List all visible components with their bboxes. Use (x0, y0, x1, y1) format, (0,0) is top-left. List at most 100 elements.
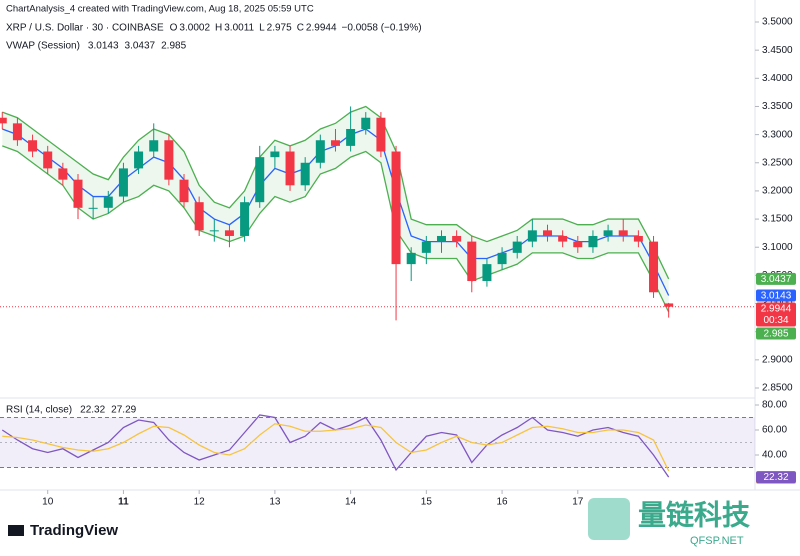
candle-body (12, 123, 22, 141)
candle-body (543, 230, 553, 236)
candle-body (436, 235, 446, 242)
rsi-title: RSI (14, close) (6, 405, 72, 416)
y-tick-label: 3.4500 (762, 45, 793, 56)
price-tag-label: 2.985 (763, 329, 788, 340)
candle-body (618, 230, 628, 236)
y-tick-label: 3.2000 (762, 186, 793, 197)
countdown: 00:34 (763, 315, 788, 326)
candle-body (421, 241, 431, 253)
candle-body (270, 151, 280, 158)
symbol: XRP / U.S. Dollar · 30 · COINBASE (6, 23, 164, 34)
candle-body (573, 241, 583, 248)
candle-body (649, 241, 659, 293)
logo: TradingView (8, 522, 118, 539)
rsi-tag (756, 471, 796, 484)
vwap-title: VWAP (Session) (6, 41, 80, 52)
vwap-band (2, 145, 670, 313)
x-tick-label: 12 (194, 497, 206, 508)
x-tick-label: 11 (118, 497, 129, 508)
x-tick-label: 16 (497, 497, 509, 508)
candle-body (406, 252, 416, 265)
watermark: 量链科技 QFSP.NET (588, 498, 750, 547)
price-tag-label: 3.0437 (761, 274, 792, 285)
candle-body (633, 235, 643, 242)
y-tick-label: 3.4000 (762, 73, 793, 84)
candle-body (497, 252, 507, 265)
change: −0.0058 (−0.19%) (342, 23, 422, 34)
ohlc-value: 3.0011 (224, 23, 254, 34)
ohlc-value: 2.9944 (306, 23, 337, 34)
candle-body (28, 140, 38, 152)
rsi-value: 22.32 (80, 405, 105, 416)
y-tick-label: 3.3500 (762, 101, 793, 112)
watermark-text: 量链科技 (638, 499, 750, 530)
candle-body (588, 235, 598, 248)
x-tick-label: 17 (572, 497, 584, 508)
price-tag (756, 302, 796, 327)
y-tick-label: 3.2500 (762, 157, 793, 168)
candle-body (194, 202, 204, 231)
candle-body (58, 168, 68, 180)
logo-mark (8, 525, 24, 536)
price-tag-label: 2.9944 (761, 304, 792, 315)
logo-text: TradingView (30, 522, 118, 539)
rsi-tick-label: 60.00 (762, 425, 787, 436)
y-tick-label: 2.9000 (762, 354, 793, 365)
candle-body (603, 230, 613, 236)
candle-body (452, 235, 462, 242)
price-tag-label: 3.0143 (761, 291, 792, 302)
x-tick-label: 15 (421, 497, 433, 508)
candle-body (134, 151, 144, 169)
x-tick-label: 14 (345, 497, 357, 508)
candle-body (149, 140, 159, 152)
candle-body (255, 157, 265, 203)
candle-body (179, 179, 189, 203)
candle-body (43, 151, 53, 169)
candle-body (315, 140, 325, 163)
candle-body (240, 202, 250, 236)
y-tick-label: 3.3000 (762, 129, 793, 140)
candle-body (224, 230, 234, 236)
watermark-sub: QFSP.NET (690, 535, 744, 547)
y-tick-label: 3.5000 (762, 17, 793, 28)
price-tag (756, 327, 796, 340)
vwap-value: 2.985 (161, 41, 186, 52)
price-tag (756, 289, 796, 302)
credit: ChartAnalysis_4 created with TradingView… (6, 4, 314, 15)
candle-body (73, 179, 83, 208)
y-tick-label: 2.8500 (762, 383, 793, 394)
candle-body (0, 117, 7, 124)
ohlc-value: 3.0002 (179, 23, 210, 34)
candle-body (482, 264, 492, 282)
x-tick-label: 13 (269, 497, 281, 508)
rsi-tick-label: 40.00 (762, 450, 787, 461)
ohlc-value: 2.975 (267, 23, 292, 34)
candle-body (558, 235, 568, 242)
ohlc-label: H (215, 23, 222, 34)
candle-body (376, 117, 386, 152)
candle-body (467, 241, 477, 282)
rsi-tag-label: 22.32 (763, 472, 788, 483)
vwap-value: 3.0143 (88, 41, 119, 52)
y-tick-label: 3.1000 (762, 242, 793, 253)
rsi-value: 27.29 (111, 405, 136, 416)
price-tag (756, 272, 796, 285)
candle-body (103, 196, 113, 208)
candle-body (527, 230, 537, 242)
rsi-tick-label: 80.00 (762, 400, 787, 411)
vwap-band (2, 105, 670, 280)
candle-body (164, 140, 174, 180)
candle-body (361, 117, 371, 129)
ohlc-label: C (297, 23, 304, 34)
candle-body (330, 140, 340, 146)
candle-body (300, 162, 310, 186)
ohlc-label: O (170, 23, 178, 34)
watermark-icon (588, 498, 630, 540)
candle-body (664, 303, 674, 307)
candle-body (512, 241, 522, 253)
candle-body (88, 207, 98, 209)
ohlc-label: L (259, 23, 265, 34)
vwap-value: 3.0437 (125, 41, 156, 52)
